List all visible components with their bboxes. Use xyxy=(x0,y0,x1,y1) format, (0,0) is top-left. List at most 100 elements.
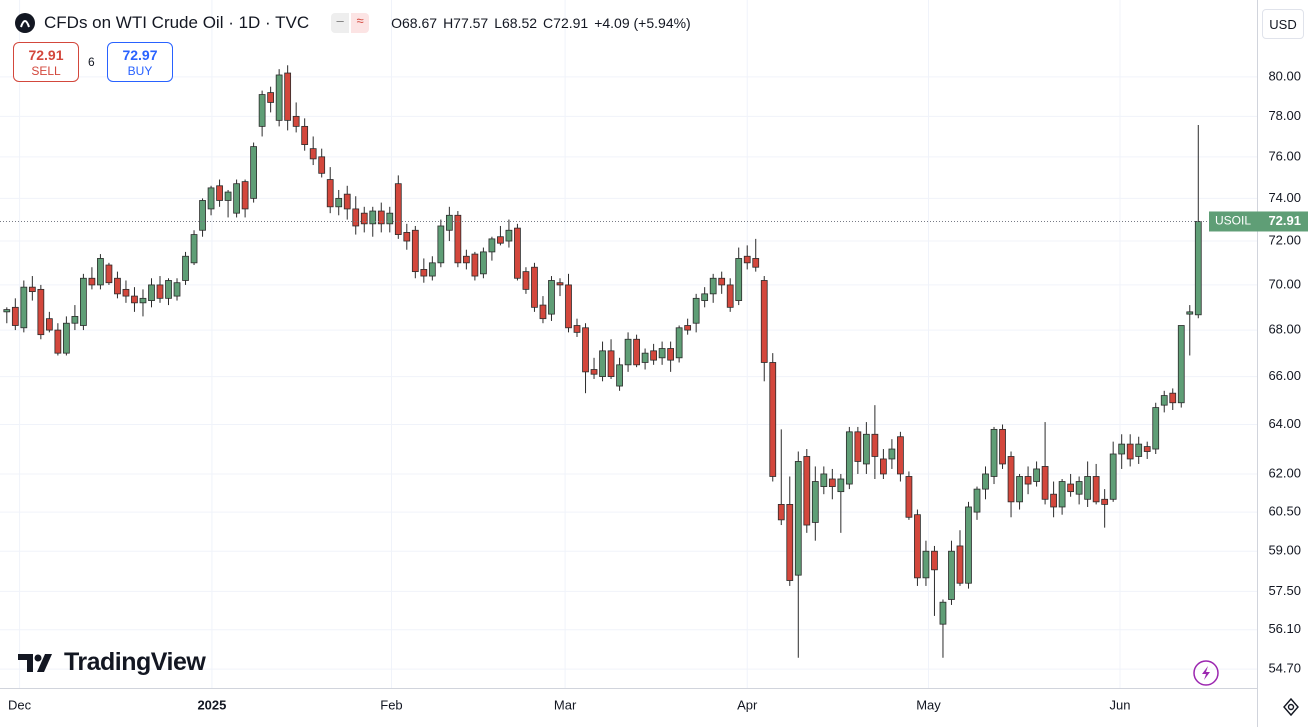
candle-body xyxy=(88,277,96,286)
symbol-icon xyxy=(15,13,35,33)
y-tick-label: 76.00 xyxy=(1268,148,1301,163)
candle-body xyxy=(275,74,283,121)
candle-body xyxy=(1092,476,1100,503)
candle-body xyxy=(454,214,462,264)
candle-body xyxy=(20,286,28,329)
candle-body xyxy=(607,350,615,377)
candle-body xyxy=(880,458,887,475)
candle-body xyxy=(905,476,913,518)
candle-body xyxy=(292,115,300,127)
x-tick-label: Dec xyxy=(8,697,32,712)
candle-body xyxy=(1135,443,1143,457)
candle-body xyxy=(173,282,181,297)
last-price-label: 72.91 xyxy=(1268,213,1301,228)
candle-body xyxy=(897,436,904,475)
wave-btn[interactable]: ≈ xyxy=(351,13,370,33)
y-tick-label: 57.50 xyxy=(1268,583,1301,598)
candle-body xyxy=(514,227,521,279)
y-tick-label: 74.00 xyxy=(1268,190,1301,205)
candle-body xyxy=(641,352,649,363)
candle-body xyxy=(497,236,504,244)
candle-body xyxy=(837,478,845,493)
symbol-title: CFDs on WTI Crude Oil · 1D · TVC xyxy=(44,13,310,32)
candle-body xyxy=(156,284,164,299)
close: C72.91 xyxy=(543,15,589,31)
candle-body xyxy=(233,183,240,214)
sell-price: 72.91 xyxy=(28,47,64,63)
candle-body xyxy=(148,284,155,301)
lightning-button[interactable] xyxy=(1191,658,1221,688)
y-tick-label: 62.00 xyxy=(1268,465,1301,480)
y-tick-label: 68.00 xyxy=(1268,322,1301,337)
candle-body xyxy=(182,255,189,281)
candle-body xyxy=(590,369,598,375)
change: +4.09 (+5.94%) xyxy=(594,15,691,31)
candle-body xyxy=(505,229,513,242)
candle-body xyxy=(539,304,547,320)
x-tick-label: Jun xyxy=(1109,697,1130,712)
sell-label: SELL xyxy=(31,64,61,78)
candle-body xyxy=(522,271,530,290)
candle-body xyxy=(360,212,368,225)
currency-button[interactable]: USD xyxy=(1262,9,1304,39)
y-tick-label: 70.00 xyxy=(1268,276,1301,291)
candle-body xyxy=(480,251,487,275)
candle-body xyxy=(63,322,70,354)
symbol-label: USOIL xyxy=(1215,214,1251,228)
sell-button[interactable]: 72.91 SELL xyxy=(13,42,79,82)
candle-body xyxy=(726,284,734,308)
brand-icon xyxy=(18,653,52,672)
candle-body xyxy=(1186,311,1194,315)
low: L68.52 xyxy=(494,15,538,31)
candle-body xyxy=(377,210,385,225)
candle-body xyxy=(973,488,981,513)
candle-body xyxy=(1058,481,1066,508)
buy-label: BUY xyxy=(127,64,153,78)
candle-body xyxy=(1024,476,1032,485)
y-tick-label: 59.00 xyxy=(1268,543,1301,558)
candle-body xyxy=(309,148,317,160)
candle-body xyxy=(845,431,853,485)
candle-body xyxy=(1160,395,1168,406)
candle-body xyxy=(573,325,581,333)
candle-body xyxy=(437,225,445,264)
candle-body xyxy=(37,288,45,336)
candle-body xyxy=(931,550,938,571)
candle-body xyxy=(139,297,147,304)
compare-buttons[interactable]: – ≈ xyxy=(331,13,370,33)
candle-body xyxy=(1169,392,1177,404)
candle-body xyxy=(122,288,130,297)
minus-btn[interactable]: – xyxy=(331,13,350,33)
candle-body xyxy=(301,125,309,145)
y-tick-label: 80.00 xyxy=(1268,68,1301,83)
candle-body xyxy=(769,362,777,477)
buy-price: 72.97 xyxy=(122,47,158,63)
candle-body xyxy=(624,338,632,366)
y-tick-label: 54.70 xyxy=(1268,661,1301,676)
candle-body xyxy=(633,338,640,366)
y-tick-label: 66.00 xyxy=(1268,368,1301,383)
open: O68.67 xyxy=(391,15,438,31)
candle-body xyxy=(1050,493,1057,508)
candle-body xyxy=(165,280,172,299)
x-tick-label: 2025 xyxy=(197,697,226,712)
brand-logo: TradingView xyxy=(18,648,206,677)
buy-button[interactable]: 72.97 BUY xyxy=(107,42,173,82)
candle-body xyxy=(190,234,198,264)
settings-button[interactable] xyxy=(1279,695,1303,719)
candle-body xyxy=(318,156,326,174)
candle-body xyxy=(871,433,879,457)
candle-body xyxy=(1143,446,1151,452)
candle-body xyxy=(777,504,785,521)
candle-body xyxy=(548,280,555,315)
candle-body xyxy=(999,428,1006,465)
last-price-label-bg xyxy=(1257,211,1308,232)
candle-body xyxy=(1152,407,1160,450)
x-tick-label: Mar xyxy=(554,697,577,712)
candle-body xyxy=(11,306,19,326)
candle-body xyxy=(267,92,275,103)
high: H77.57 xyxy=(443,15,489,31)
candle-body xyxy=(258,94,266,127)
candle-body xyxy=(752,258,760,268)
candle-body xyxy=(1084,476,1092,500)
